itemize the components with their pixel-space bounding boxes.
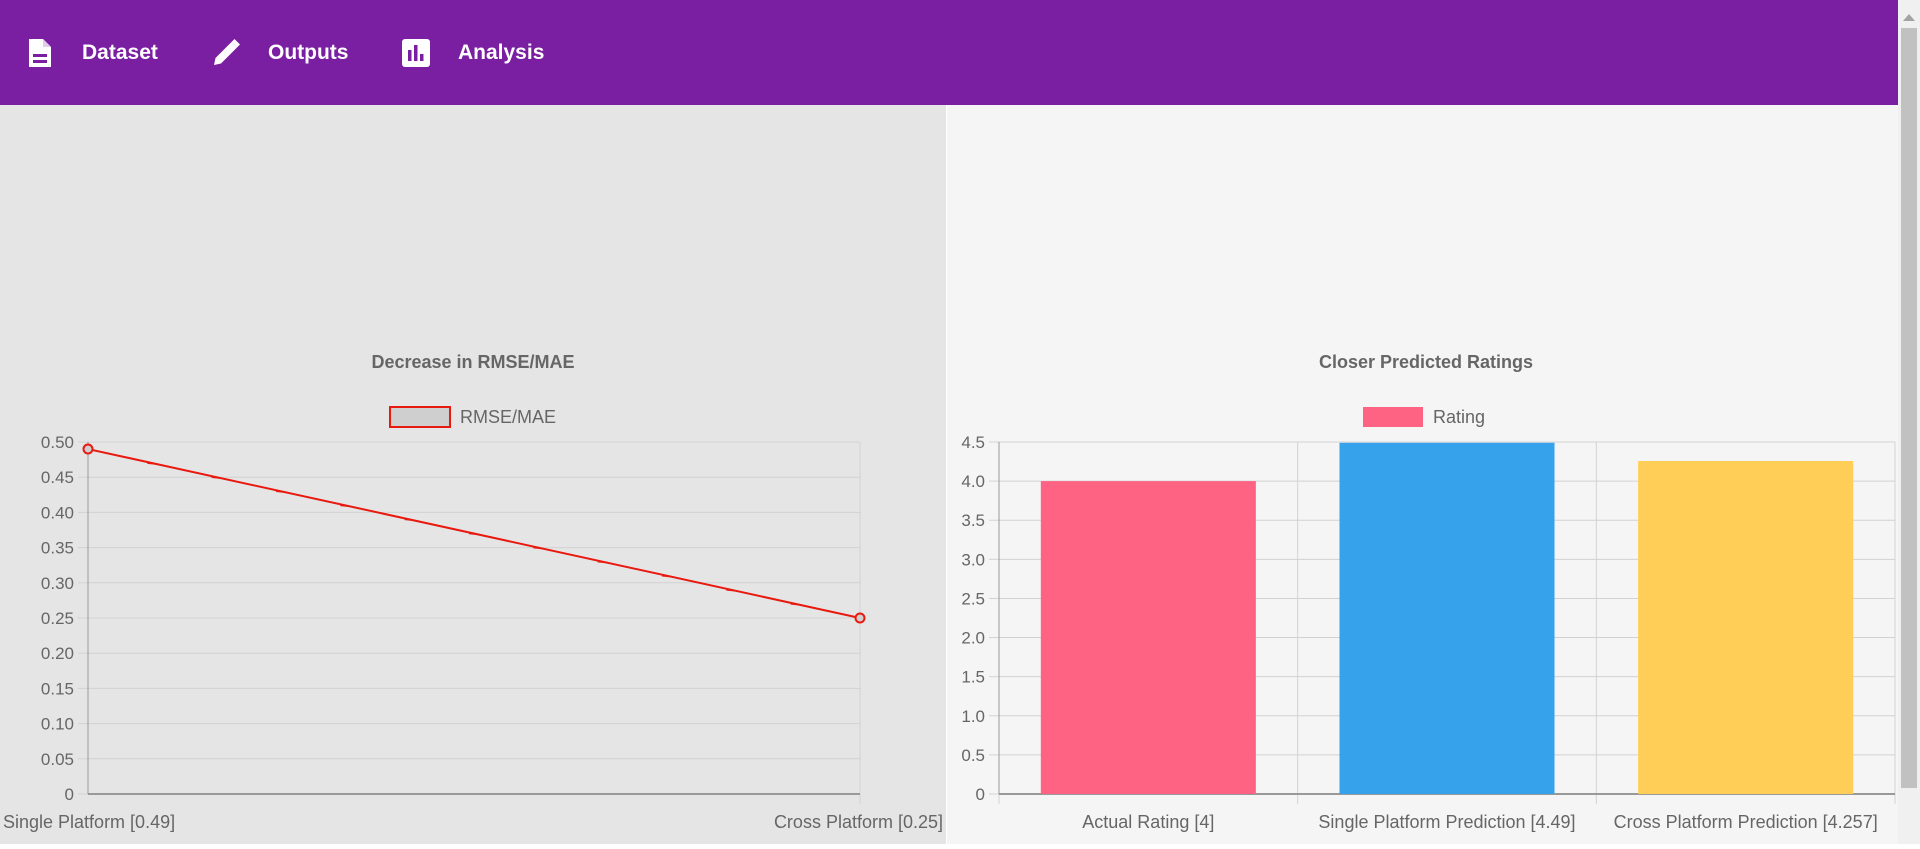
ratings-bar-chart: Closer Predicted Ratings Rating 4.5 4.0 3.5 3… <box>961 352 1896 832</box>
y-tick-label: 0.40 <box>41 503 74 522</box>
y-tick-label: 0.5 <box>961 746 985 765</box>
scroll-up-icon[interactable] <box>1903 14 1915 21</box>
x-tick-label: Cross Platform Prediction [4.257] <box>1614 812 1878 832</box>
y-tick-label: 0.15 <box>41 679 74 698</box>
nav-label-outputs: Outputs <box>268 40 349 64</box>
line-tick-mark <box>275 490 287 494</box>
y-tick-label: 0.50 <box>41 433 74 452</box>
legend-label: Rating <box>1433 407 1485 427</box>
line-tick-mark <box>726 589 737 592</box>
y-tick-label: 3.5 <box>961 511 985 530</box>
line-tick-mark <box>340 504 351 508</box>
top-navigation-bar: Dataset Outputs Analysis <box>0 0 1898 105</box>
y-tick-label: 4.5 <box>961 433 985 452</box>
line-tick-mark <box>661 575 673 578</box>
nav-label-dataset: Dataset <box>82 40 158 64</box>
legend-label: RMSE/MAE <box>460 407 556 427</box>
nav-item-analysis[interactable]: Analysis <box>400 0 544 105</box>
line-tick-mark <box>404 518 415 522</box>
y-tick-label: 0.20 <box>41 644 74 663</box>
line-tick-mark <box>597 560 608 564</box>
bar-chart-icon <box>400 37 432 69</box>
chart-title: Closer Predicted Ratings <box>1319 352 1533 372</box>
data-point <box>854 612 866 624</box>
nav-item-outputs[interactable]: Outputs <box>210 0 348 105</box>
y-tick-label: 1.0 <box>961 707 985 726</box>
legend-swatch <box>1363 407 1423 427</box>
scrollbar-thumb[interactable] <box>1901 28 1917 788</box>
data-point <box>82 443 94 455</box>
bar <box>1339 442 1555 794</box>
nav-label-analysis: Analysis <box>458 40 545 64</box>
y-tick-label: 4.0 <box>961 472 985 491</box>
nav-item-dataset[interactable]: Dataset <box>24 0 158 105</box>
chart-title: Decrease in RMSE/MAE <box>371 352 574 372</box>
y-tick-label: 2.5 <box>961 589 985 608</box>
rmse-chart-panel: Decrease in RMSE/MAE RMSE/MAE 0.50 0.45 0.40… <box>0 105 946 844</box>
y-tick-label: 0 <box>976 785 985 804</box>
line-tick-mark <box>533 546 544 550</box>
line-tick-mark <box>468 532 480 536</box>
x-tick-label: Single Platform Prediction [4.49] <box>1318 812 1575 832</box>
document-icon <box>24 37 56 69</box>
line-tick-mark <box>790 603 801 606</box>
legend-swatch <box>389 406 451 428</box>
bar <box>1638 461 1854 794</box>
pencil-icon <box>210 37 242 69</box>
x-tick-label: Cross Platform [0.25] <box>774 812 943 832</box>
bar <box>1040 481 1256 794</box>
y-tick-label: 1.5 <box>961 668 985 687</box>
x-tick-label: Single Platform [0.49] <box>3 812 175 832</box>
y-tick-label: 0.45 <box>41 468 74 487</box>
line-tick-mark <box>211 476 222 479</box>
y-tick-label: 0.30 <box>41 574 74 593</box>
vertical-scrollbar[interactable] <box>1898 0 1920 844</box>
x-tick-label: Actual Rating [4] <box>1082 812 1214 832</box>
y-tick-label: 0.25 <box>41 609 74 628</box>
y-tick-label: 0 <box>65 785 74 804</box>
line-tick-mark <box>147 462 158 465</box>
y-tick-label: 3.0 <box>961 550 985 569</box>
rmse-line-chart: Decrease in RMSE/MAE RMSE/MAE 0.50 0.45 0.40… <box>3 352 943 832</box>
y-tick-label: 0.35 <box>41 539 74 558</box>
ratings-chart-panel: Closer Predicted Ratings Rating 4.5 4.0 3.5 3… <box>947 105 1898 844</box>
y-tick-label: 0.05 <box>41 750 74 769</box>
y-tick-label: 2.0 <box>961 629 985 648</box>
y-tick-label: 0.10 <box>41 715 74 734</box>
